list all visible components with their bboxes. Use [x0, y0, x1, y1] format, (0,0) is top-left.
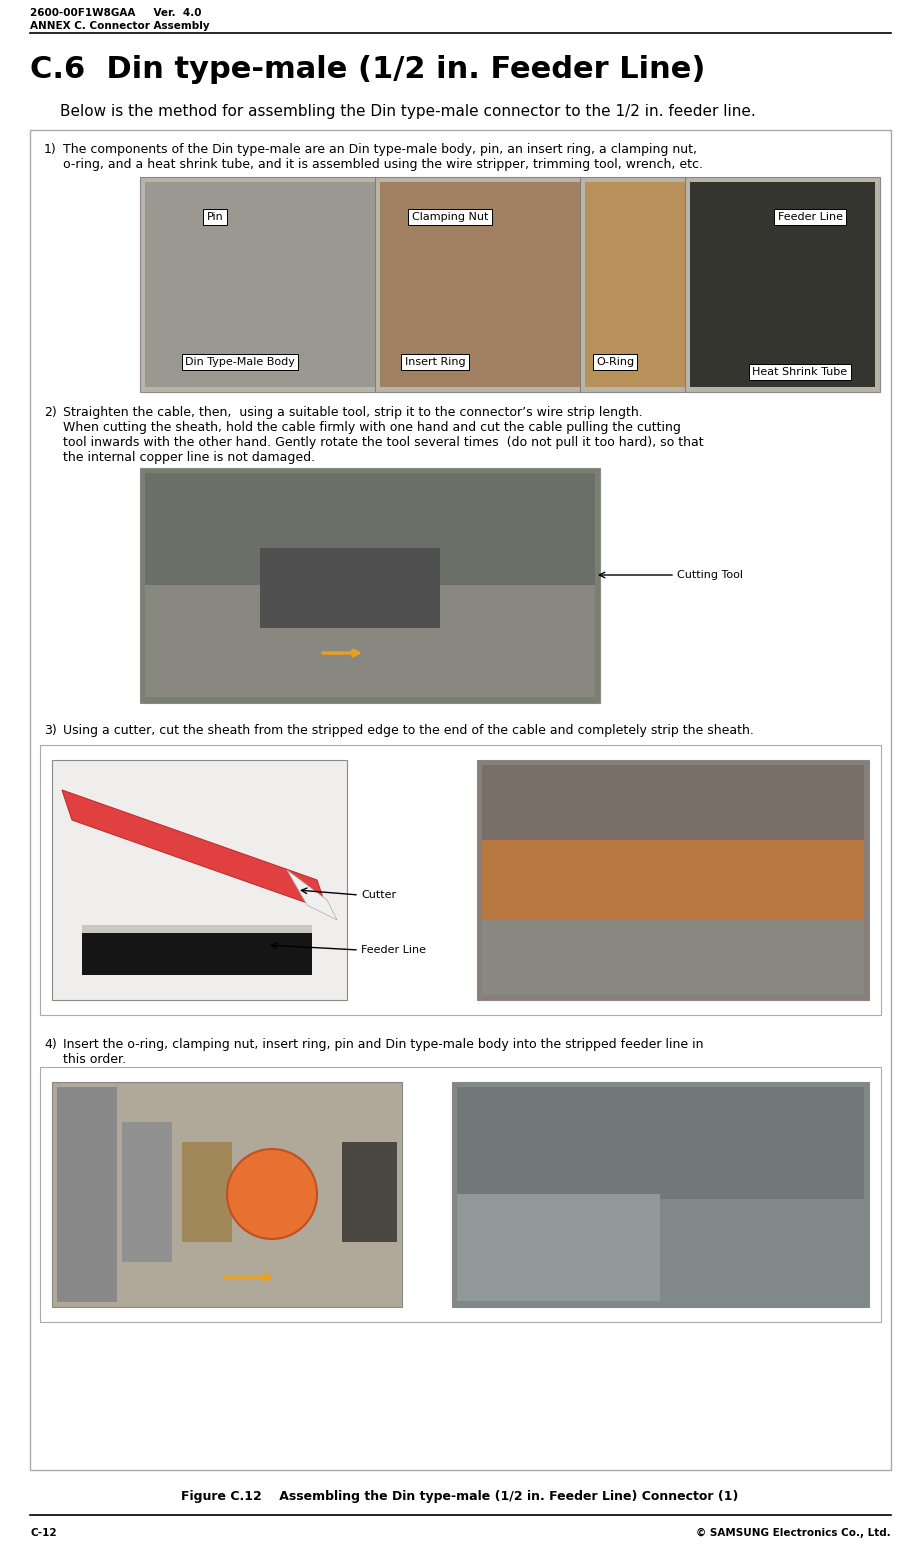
Bar	[40, 1067, 881, 1323]
Bar	[145, 474, 595, 584]
Bar	[457, 1193, 660, 1301]
Text: 2): 2)	[44, 407, 57, 419]
Bar	[30, 129, 891, 1471]
Bar	[457, 1087, 864, 1200]
Bar	[482, 765, 864, 844]
Text: Cutting Tool: Cutting Tool	[677, 570, 743, 580]
Bar	[482, 921, 864, 996]
Text: this order.: this order.	[63, 1053, 126, 1066]
Bar	[140, 467, 600, 703]
Text: C.6  Din type-male (1/2 in. Feeder Line): C.6 Din type-male (1/2 in. Feeder Line)	[30, 55, 705, 84]
Bar	[342, 1142, 397, 1242]
Bar	[585, 182, 685, 386]
Bar	[40, 745, 881, 1014]
Bar	[452, 1081, 869, 1307]
Bar	[140, 178, 880, 393]
Bar	[182, 1142, 232, 1242]
Text: 2600-00F1W8GAA     Ver.  4.0: 2600-00F1W8GAA Ver. 4.0	[30, 8, 202, 19]
Bar	[145, 584, 595, 696]
Bar	[122, 1122, 172, 1262]
Text: Below is the method for assembling the Din type-male connector to the 1/2 in. fe: Below is the method for assembling the D…	[60, 104, 756, 118]
Text: Cutter: Cutter	[361, 890, 396, 901]
Polygon shape	[287, 869, 337, 921]
Text: C-12: C-12	[30, 1528, 56, 1538]
Bar	[52, 760, 347, 1000]
Bar	[57, 1087, 117, 1302]
Text: Figure C.12    Assembling the Din type-male (1/2 in. Feeder Line) Connector (1): Figure C.12 Assembling the Din type-male…	[181, 1489, 739, 1503]
Bar	[82, 925, 312, 975]
Text: Heat Shrink Tube: Heat Shrink Tube	[752, 368, 847, 377]
Polygon shape	[62, 790, 327, 910]
Bar	[52, 1081, 402, 1307]
Text: Using a cutter, cut the sheath from the stripped edge to the end of the cable an: Using a cutter, cut the sheath from the …	[63, 724, 754, 737]
Text: © SAMSUNG Electronics Co., Ltd.: © SAMSUNG Electronics Co., Ltd.	[696, 1528, 891, 1538]
Bar	[145, 182, 375, 386]
Text: Insert the o-ring, clamping nut, insert ring, pin and Din type-male body into th: Insert the o-ring, clamping nut, insert …	[63, 1038, 704, 1052]
Text: 1): 1)	[44, 143, 57, 156]
Text: ANNEX C. Connector Assembly: ANNEX C. Connector Assembly	[30, 20, 210, 31]
Text: tool inwards with the other hand. Gently rotate the tool several times  (do not : tool inwards with the other hand. Gently…	[63, 436, 704, 449]
Text: Feeder Line: Feeder Line	[777, 212, 843, 221]
Bar	[260, 548, 440, 628]
Circle shape	[227, 1148, 317, 1239]
Text: o-ring, and a heat shrink tube, and it is assembled using the wire stripper, tri: o-ring, and a heat shrink tube, and it i…	[63, 157, 703, 171]
Text: Insert Ring: Insert Ring	[404, 357, 465, 368]
Bar	[482, 840, 864, 921]
Text: The components of the Din type-male are an Din type-male body, pin, an insert ri: The components of the Din type-male are …	[63, 143, 697, 156]
Text: Straighten the cable, then,  using a suitable tool, strip it to the connector’s : Straighten the cable, then, using a suit…	[63, 407, 643, 419]
Bar	[477, 760, 869, 1000]
Text: the internal copper line is not damaged.: the internal copper line is not damaged.	[63, 450, 315, 464]
Text: 3): 3)	[44, 724, 57, 737]
Bar	[690, 182, 875, 386]
Text: Pin: Pin	[206, 212, 224, 221]
Text: Din Type-Male Body: Din Type-Male Body	[185, 357, 295, 368]
Text: O-Ring: O-Ring	[596, 357, 634, 368]
Text: Clamping Nut: Clamping Nut	[412, 212, 488, 221]
Bar	[82, 925, 312, 933]
Text: Feeder Line: Feeder Line	[361, 946, 426, 955]
Text: When cutting the sheath, hold the cable firmly with one hand and cut the cable p: When cutting the sheath, hold the cable …	[63, 421, 681, 435]
Bar	[380, 182, 580, 386]
Text: 4): 4)	[44, 1038, 57, 1052]
